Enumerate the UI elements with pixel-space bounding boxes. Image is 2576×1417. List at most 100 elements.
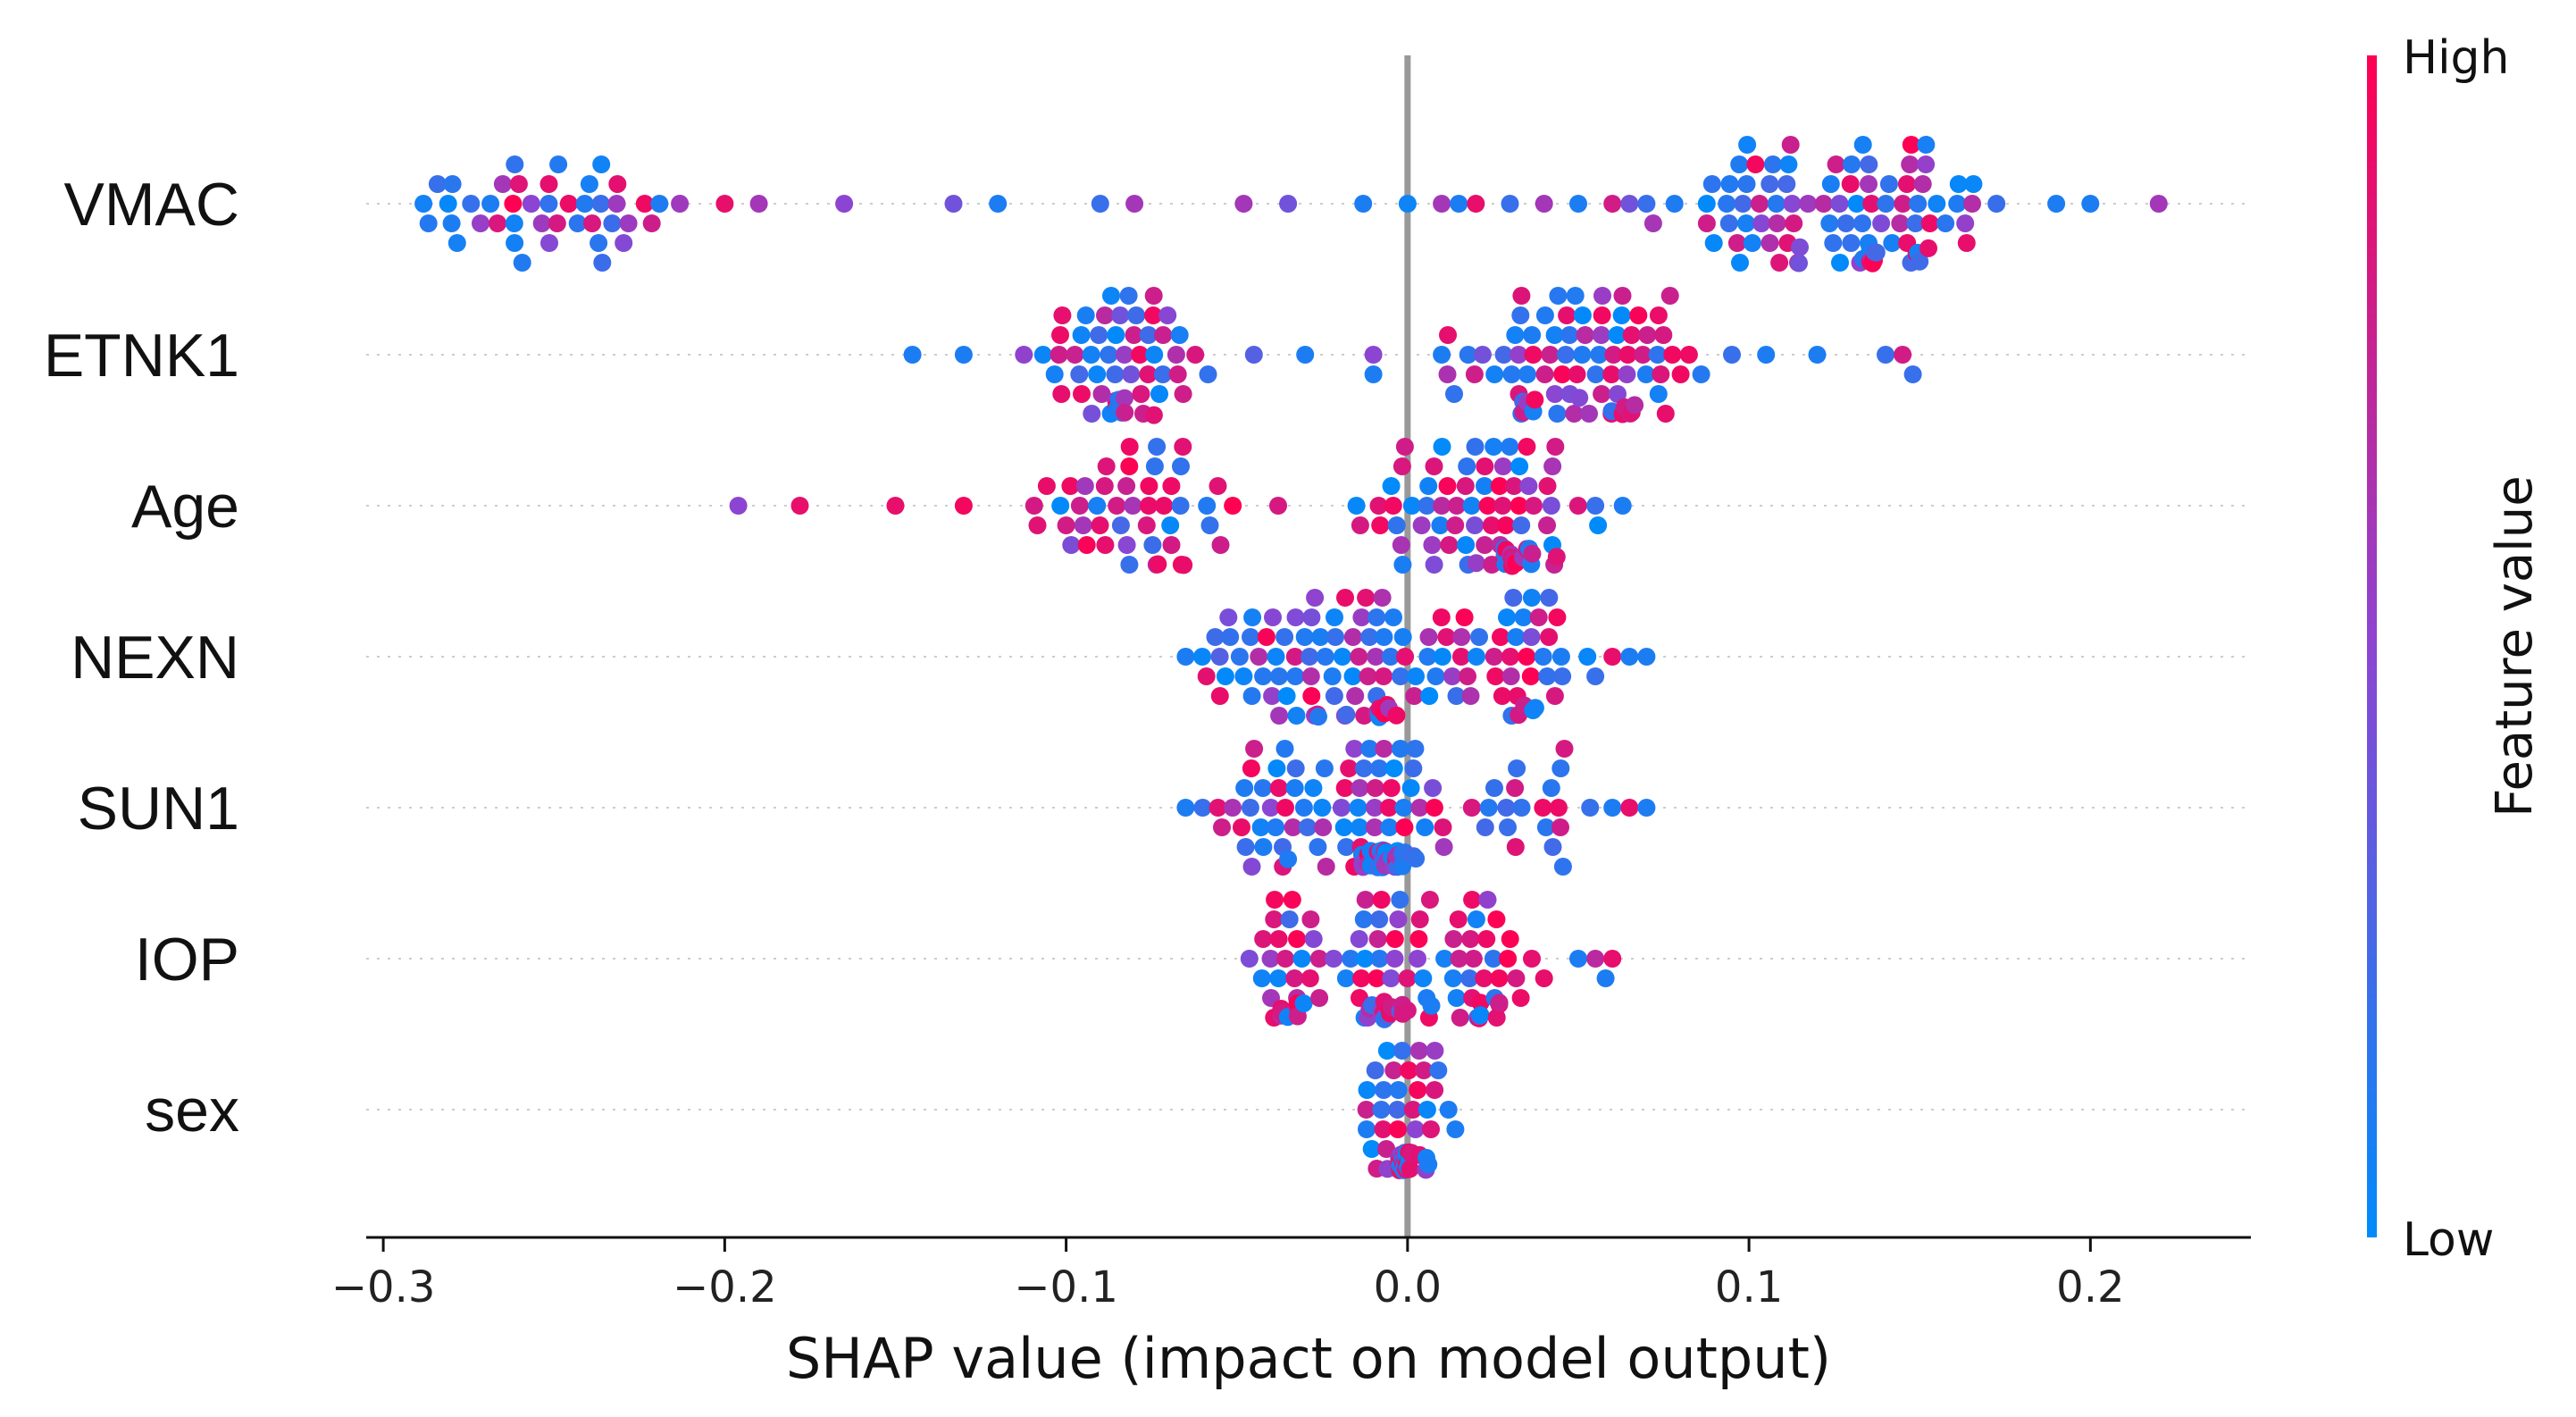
shap-point-nexn xyxy=(1333,648,1351,666)
shap-point-iop xyxy=(1451,1009,1469,1027)
shap-point-etnk1 xyxy=(1573,306,1592,324)
shap-point-sun1 xyxy=(1233,818,1250,836)
shap-point-vmac xyxy=(1779,155,1798,173)
shap-point-vmac xyxy=(1770,254,1789,272)
shap-point-nexn xyxy=(1620,648,1639,666)
shap-point-sex xyxy=(1374,1120,1393,1138)
shap-point-vmac xyxy=(1841,175,1860,193)
shap-point-etnk1 xyxy=(1115,346,1133,364)
shap-point-nexn xyxy=(1286,608,1305,626)
shap-point-etnk1 xyxy=(1158,306,1177,324)
shap-point-vmac xyxy=(642,214,661,232)
shap-point-sun1 xyxy=(1242,759,1260,777)
shap-point-vmac xyxy=(1790,254,1808,272)
shap-point-age xyxy=(729,497,748,515)
shap-point-vmac xyxy=(591,195,610,213)
shap-point-etnk1 xyxy=(1679,346,1698,364)
shap-point-nexn xyxy=(1526,699,1544,717)
shap-point-vmac xyxy=(1872,214,1891,232)
shap-point-iop xyxy=(1420,891,1439,909)
shap-point-iop xyxy=(1487,910,1506,928)
shap-point-age xyxy=(1431,516,1450,534)
shap-point-age xyxy=(1117,536,1136,554)
shap-point-iop xyxy=(1422,996,1441,1015)
shap-point-etnk1 xyxy=(1592,326,1610,344)
shap-point-age xyxy=(1061,477,1080,495)
shap-point-vmac xyxy=(1799,195,1818,213)
shap-point-age xyxy=(1476,536,1494,554)
shap-point-iop xyxy=(1409,950,1426,968)
shap-point-iop xyxy=(1391,891,1409,909)
shap-point-etnk1 xyxy=(1566,287,1585,305)
shap-point-sun1 xyxy=(1267,818,1285,836)
shap-point-vmac xyxy=(1467,195,1485,213)
shap-point-sex xyxy=(1426,1042,1444,1060)
shap-point-age xyxy=(1074,516,1092,534)
shap-point-iop xyxy=(1484,950,1502,968)
shap-point-nexn xyxy=(1306,589,1325,607)
shap-point-nexn xyxy=(1534,648,1552,666)
shap-point-etnk1 xyxy=(1139,326,1158,344)
shap-point-age xyxy=(1369,497,1388,515)
shap-point-nexn xyxy=(1459,667,1476,685)
shap-point-age xyxy=(1149,555,1167,574)
shap-point-sex xyxy=(1389,1081,1408,1099)
shap-point-age xyxy=(1613,497,1632,515)
shap-point-etnk1 xyxy=(1073,385,1091,403)
shap-point-vmac xyxy=(1843,155,1861,173)
shap-point-age xyxy=(1462,497,1481,515)
shap-point-etnk1 xyxy=(1473,346,1492,364)
shap-point-nexn xyxy=(1337,705,1356,724)
shap-point-etnk1 xyxy=(1111,306,1130,324)
shap-point-vmac xyxy=(568,214,587,232)
shap-point-nexn xyxy=(1323,667,1342,685)
shap-point-vmac xyxy=(513,254,531,272)
shap-point-etnk1 xyxy=(1576,326,1594,344)
shap-point-etnk1 xyxy=(1131,346,1150,364)
shap-point-etnk1 xyxy=(1671,365,1690,383)
shap-point-etnk1 xyxy=(903,346,922,364)
shap-point-age xyxy=(1143,536,1162,554)
shap-point-iop xyxy=(1301,910,1320,928)
shap-point-nexn xyxy=(1467,648,1485,666)
shap-point-nexn xyxy=(1637,648,1656,666)
shap-point-vmac xyxy=(1535,195,1553,213)
shap-point-etnk1 xyxy=(1082,346,1100,364)
shap-point-nexn xyxy=(1375,628,1393,646)
x-tick-label: −0.1 xyxy=(1014,1262,1118,1312)
shap-point-vmac xyxy=(1750,195,1769,213)
shap-point-vmac xyxy=(1956,214,1975,232)
shap-point-etnk1 xyxy=(1088,365,1107,383)
shap-point-etnk1 xyxy=(1106,365,1125,383)
shap-point-iop xyxy=(1499,950,1518,968)
shap-point-age xyxy=(1209,477,1227,495)
shap-point-age xyxy=(1425,556,1443,574)
shap-point-sex xyxy=(1422,1120,1440,1138)
shap-point-vmac xyxy=(1917,155,1936,173)
shap-point-iop xyxy=(1460,969,1479,987)
shap-point-nexn xyxy=(1359,667,1377,685)
shap-point-sun1 xyxy=(1334,818,1353,836)
shap-point-sun1 xyxy=(1213,818,1231,836)
shap-point-vmac xyxy=(1354,195,1373,213)
shap-point-sun1 xyxy=(1434,818,1452,836)
shap-point-etnk1 xyxy=(1757,346,1776,364)
shap-point-etnk1 xyxy=(1894,346,1912,364)
shap-point-etnk1 xyxy=(1573,346,1592,364)
x-axis: −0.3 −0.2 −0.1 0.0 0.1 0.2 xyxy=(331,1236,2251,1312)
shap-point-vmac xyxy=(1768,214,1786,232)
shap-point-age xyxy=(1224,497,1242,515)
shap-point-sun1 xyxy=(1620,799,1639,817)
shap-point-iop xyxy=(1478,891,1497,909)
shap-point-vmac xyxy=(1697,214,1716,232)
shap-point-vmac xyxy=(1963,195,1981,213)
shap-point-age xyxy=(1402,497,1421,515)
shap-point-iop xyxy=(1389,910,1408,928)
shap-point-vmac xyxy=(1847,195,1866,213)
shap-point-vmac xyxy=(1928,195,1946,213)
shap-point-nexn xyxy=(1426,667,1445,685)
shap-point-sun1 xyxy=(1193,799,1212,817)
shap-point-iop xyxy=(1463,891,1482,909)
shap-point-sun1 xyxy=(1360,740,1379,758)
shap-point-etnk1 xyxy=(1052,385,1071,403)
